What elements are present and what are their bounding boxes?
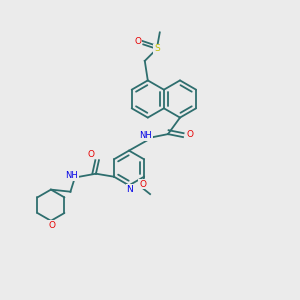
- Text: N: N: [127, 184, 133, 194]
- Text: O: O: [186, 130, 193, 139]
- Text: O: O: [48, 221, 55, 230]
- Text: O: O: [87, 150, 94, 159]
- Text: NH: NH: [66, 171, 78, 180]
- Text: S: S: [154, 44, 160, 53]
- Text: NH: NH: [139, 131, 152, 140]
- Text: O: O: [139, 180, 146, 189]
- Text: O: O: [134, 38, 141, 46]
